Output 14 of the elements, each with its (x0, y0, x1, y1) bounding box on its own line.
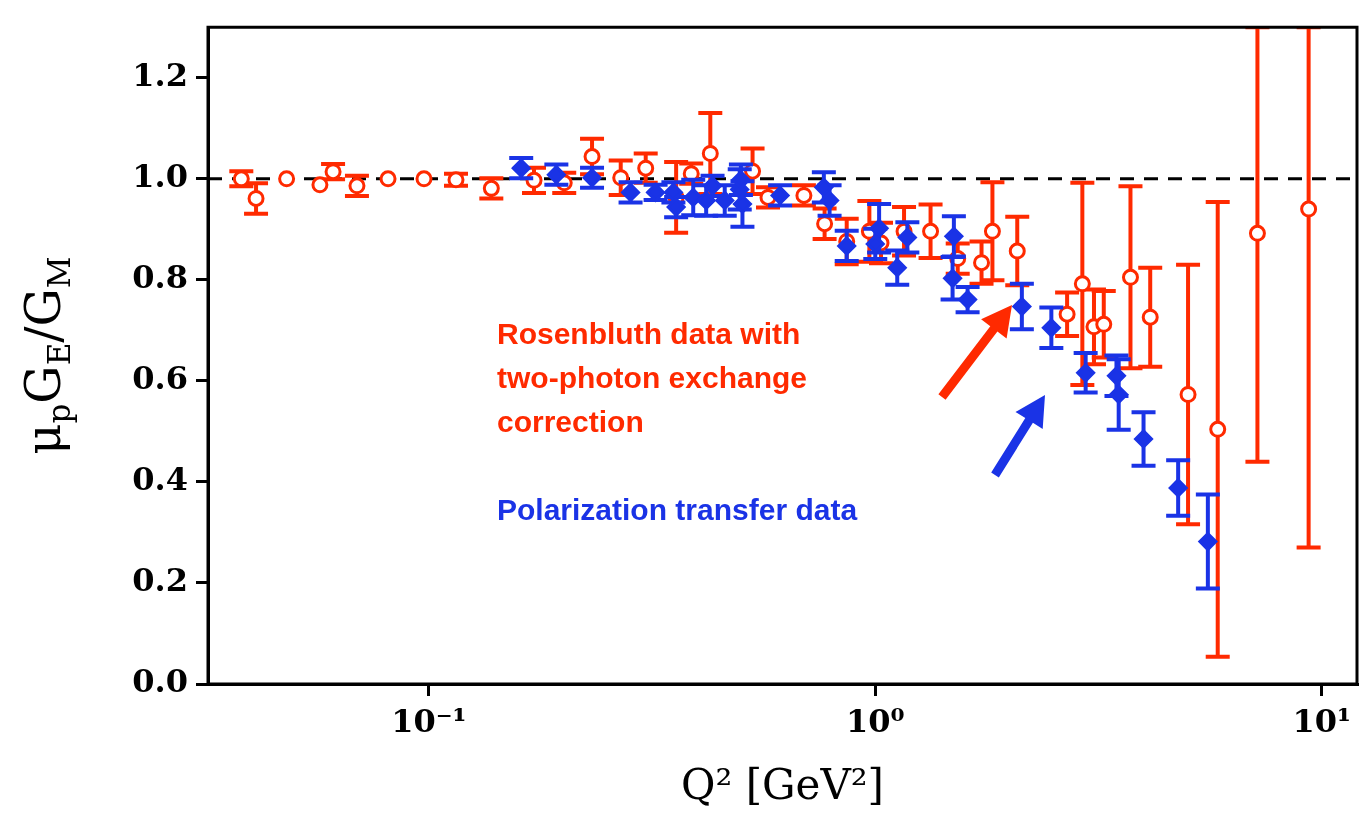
y-tick-label: 1.0 (132, 157, 188, 196)
y-tick-label: 0.6 (132, 359, 188, 398)
y-tick-label: 0.8 (132, 258, 188, 297)
y-axis-title: μpGE/GM (15, 256, 78, 455)
x-tick-label: 10⁰ (846, 701, 905, 740)
x-axis-title: Q² [GeV²] (681, 759, 884, 809)
y-tick-label: 0.0 (132, 662, 188, 701)
annotation: Rosenbluth data with two-photon exchange correction (497, 316, 808, 440)
y-tick-label: 0.2 (132, 561, 188, 600)
y-tick-label: 0.4 (132, 460, 188, 499)
annotation: Polarization transfer data (497, 492, 859, 528)
y-tick-label: 1.2 (132, 56, 188, 95)
x-tick-label: 10¹ (1292, 701, 1351, 740)
x-tick-label: 10⁻¹ (391, 701, 467, 740)
